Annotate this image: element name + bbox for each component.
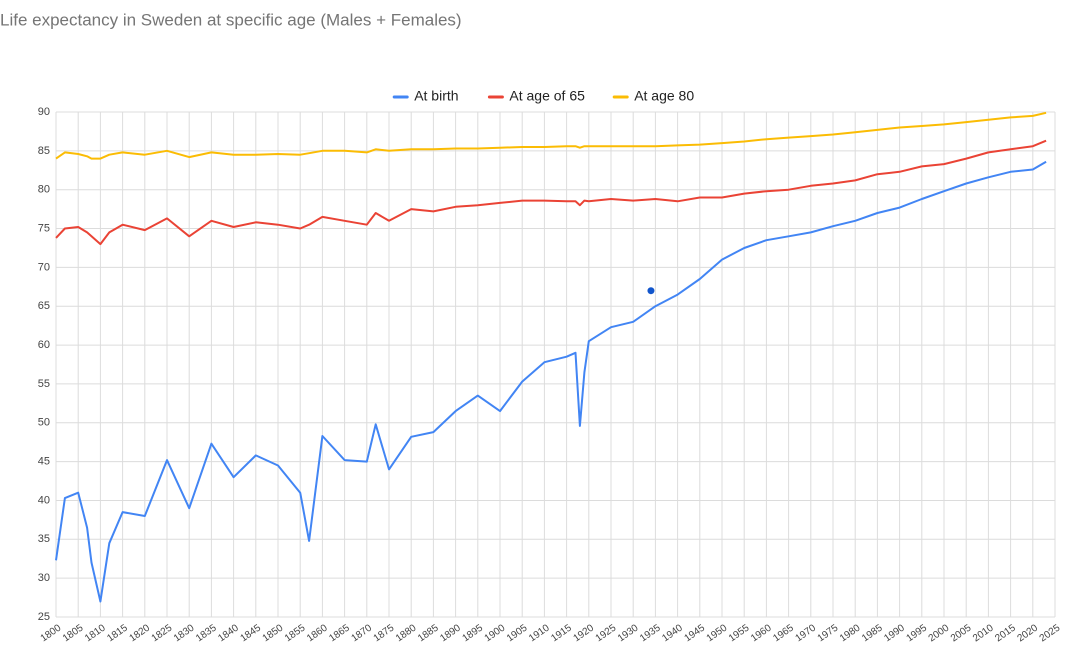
y-tick-label: 50 bbox=[38, 417, 50, 429]
x-tick-label: 1980 bbox=[838, 622, 863, 644]
plot bbox=[55, 111, 1047, 603]
x-tick-label: 1945 bbox=[682, 622, 707, 644]
legend-label: At age 80 bbox=[634, 88, 694, 104]
x-tick-label: 1830 bbox=[172, 622, 197, 644]
x-tick-label: 1890 bbox=[438, 622, 463, 644]
x-tick-label: 1820 bbox=[127, 622, 152, 644]
x-tick-label: 1940 bbox=[660, 622, 685, 644]
highlight-point bbox=[647, 287, 655, 295]
x-tick-label: 1975 bbox=[816, 622, 841, 644]
x-tick-label: 2000 bbox=[927, 622, 952, 644]
x-tick-label: 1865 bbox=[327, 622, 352, 644]
series-line bbox=[55, 160, 1047, 603]
x-tick-label: 1815 bbox=[105, 622, 130, 644]
x-tick-label: 1850 bbox=[261, 622, 286, 644]
y-tick-label: 30 bbox=[38, 572, 50, 584]
y-tick-label: 80 bbox=[38, 184, 50, 196]
x-tick-label: 1870 bbox=[349, 622, 374, 644]
series-line bbox=[55, 111, 1047, 160]
y-tick-label: 60 bbox=[38, 339, 50, 351]
x-tick-label: 1910 bbox=[527, 622, 552, 644]
y-tick-label: 85 bbox=[38, 145, 50, 157]
x-tick-label: 1925 bbox=[594, 622, 619, 644]
x-tick-label: 1920 bbox=[571, 622, 596, 644]
y-tick-label: 70 bbox=[38, 261, 50, 273]
x-tick-label: 1930 bbox=[616, 622, 641, 644]
x-tick-label: 2020 bbox=[1015, 622, 1040, 644]
x-tick-label: 1875 bbox=[372, 622, 397, 644]
y-tick-label: 55 bbox=[38, 378, 50, 390]
y-tick-label: 65 bbox=[38, 300, 50, 312]
series-line bbox=[55, 139, 1047, 246]
x-tick-label: 1900 bbox=[483, 622, 508, 644]
x-tick-label: 1860 bbox=[305, 622, 330, 644]
x-tick-label: 1970 bbox=[793, 622, 818, 644]
legend-label: At age of 65 bbox=[509, 88, 585, 104]
x-tick-label: 1895 bbox=[460, 622, 485, 644]
y-tick-label: 40 bbox=[38, 494, 50, 506]
x-tick-label: 1905 bbox=[505, 622, 530, 644]
x-tick-label: 1995 bbox=[904, 622, 929, 644]
y-tick-label: 90 bbox=[38, 106, 50, 118]
x-tick-label: 1990 bbox=[882, 622, 907, 644]
x-tick-label: 1965 bbox=[771, 622, 796, 644]
y-tick-label: 75 bbox=[38, 222, 50, 234]
chart-title: Life expectancy in Sweden at specific ag… bbox=[0, 10, 462, 29]
x-tick-label: 1935 bbox=[638, 622, 663, 644]
x-tick-label: 1800 bbox=[39, 622, 64, 644]
x-tick-label: 1885 bbox=[416, 622, 441, 644]
x-tick-label: 1950 bbox=[705, 622, 730, 644]
x-tick-label: 1840 bbox=[216, 622, 241, 644]
x-tick-label: 1915 bbox=[549, 622, 574, 644]
x-tick-label: 1855 bbox=[283, 622, 308, 644]
grid bbox=[55, 111, 1056, 618]
x-tick-label: 1825 bbox=[150, 622, 175, 644]
x-tick-label: 1835 bbox=[194, 622, 219, 644]
x-tick-label: 1985 bbox=[860, 622, 885, 644]
x-tick-label: 1805 bbox=[61, 622, 86, 644]
x-tick-label: 1880 bbox=[394, 622, 419, 644]
x-tick-label: 2005 bbox=[949, 622, 974, 644]
x-tick-label: 2025 bbox=[1038, 622, 1063, 644]
x-tick-label: 1810 bbox=[83, 622, 108, 644]
x-tick-label: 1845 bbox=[238, 622, 263, 644]
y-tick-label: 25 bbox=[38, 611, 50, 623]
x-tick-label: 2015 bbox=[993, 622, 1018, 644]
x-tick-label: 1955 bbox=[727, 622, 752, 644]
x-tick-label: 1960 bbox=[749, 622, 774, 644]
y-tick-label: 45 bbox=[38, 456, 50, 468]
y-tick-label: 35 bbox=[38, 533, 50, 545]
x-tick-label: 2010 bbox=[971, 622, 996, 644]
legend-label: At birth bbox=[414, 88, 458, 104]
